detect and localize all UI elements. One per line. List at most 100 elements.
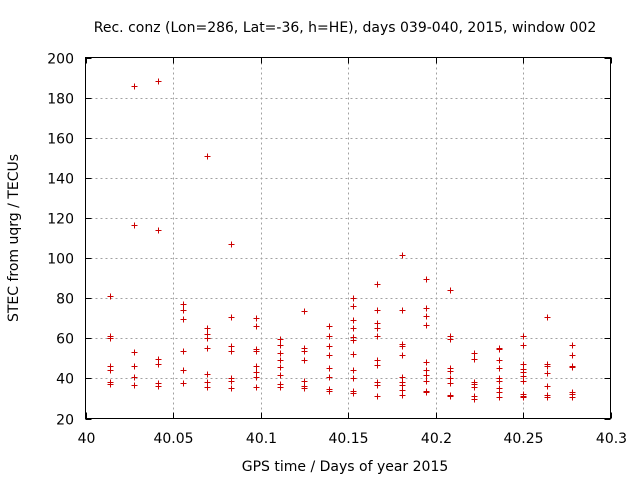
data-point <box>131 349 138 356</box>
data-point <box>155 227 162 234</box>
data-point <box>496 365 503 372</box>
data-point <box>228 348 235 355</box>
data-point <box>496 394 503 401</box>
data-point <box>277 357 284 364</box>
x-tick-label: 40.15 <box>328 431 368 447</box>
data-point <box>301 308 308 315</box>
x-tick-label: 40.05 <box>153 431 193 447</box>
data-point <box>180 316 187 323</box>
data-point <box>447 380 454 387</box>
data-point <box>423 305 430 312</box>
data-point <box>374 325 381 332</box>
data-point <box>350 317 357 324</box>
data-point <box>326 352 333 359</box>
data-point <box>374 362 381 369</box>
x-tick-label: 40 <box>78 431 96 447</box>
plot-frame <box>85 57 611 419</box>
data-point <box>131 363 138 370</box>
chart-title: Rec. conz (Lon=286, Lat=-36, h=HE), days… <box>94 20 596 36</box>
data-point <box>544 370 551 377</box>
data-point <box>544 314 551 321</box>
data-point <box>204 153 211 160</box>
data-point <box>374 307 381 314</box>
data-point <box>350 375 357 382</box>
data-point <box>447 393 454 400</box>
data-point <box>228 314 235 321</box>
data-point <box>471 350 478 357</box>
data-point <box>520 342 527 349</box>
data-point <box>496 357 503 364</box>
axis-ticks <box>85 57 612 420</box>
data-point <box>399 307 406 314</box>
data-point <box>350 351 357 358</box>
data-point <box>520 333 527 340</box>
data-point <box>544 394 551 401</box>
data-point <box>204 384 211 391</box>
data-point <box>253 363 260 370</box>
data-point <box>350 337 357 344</box>
y-tick-labels: 20 40 60 80 100 120 140 160 180 200 <box>47 52 74 429</box>
data-point <box>423 378 430 385</box>
data-point <box>423 322 430 329</box>
data-point <box>544 363 551 370</box>
data-point <box>496 346 503 353</box>
data-point <box>131 382 138 389</box>
data-point <box>350 325 357 332</box>
data-point <box>253 315 260 322</box>
data-point <box>301 348 308 355</box>
data-point <box>326 323 333 330</box>
data-point <box>399 352 406 359</box>
data-point <box>131 83 138 90</box>
data-point <box>374 333 381 340</box>
data-point <box>155 361 162 368</box>
data-point <box>326 374 333 381</box>
data-point <box>107 381 114 388</box>
y-tick-label: 100 <box>47 252 74 268</box>
data-point <box>423 276 430 283</box>
data-point <box>471 384 478 391</box>
data-point <box>374 382 381 389</box>
data-point <box>155 78 162 85</box>
data-point <box>107 367 114 374</box>
data-point <box>471 356 478 363</box>
data-point <box>423 389 430 396</box>
data-point <box>204 325 211 332</box>
data-point <box>253 348 260 355</box>
data-point <box>471 396 478 403</box>
data-point <box>423 313 430 320</box>
data-point <box>180 301 187 308</box>
data-point <box>399 343 406 350</box>
data-point <box>399 392 406 399</box>
x-tick-label: 40.25 <box>503 431 543 447</box>
data-point <box>447 368 454 375</box>
data-point <box>277 364 284 371</box>
data-point <box>326 388 333 395</box>
data-point <box>277 350 284 357</box>
data-point <box>228 385 235 392</box>
data-point <box>544 383 551 390</box>
data-point <box>423 359 430 366</box>
data-point <box>496 378 503 385</box>
y-axis-label: STEC from uqrg / TECUs <box>6 154 22 322</box>
data-point <box>277 372 284 379</box>
data-point <box>301 385 308 392</box>
data-point <box>301 357 308 364</box>
data-point <box>277 336 284 343</box>
x-tick-labels: 40 40.05 40.1 40.15 40.2 40.25 40.3 <box>78 431 628 447</box>
data-point <box>277 342 284 349</box>
data-point <box>204 335 211 342</box>
y-tick-label: 140 <box>47 172 74 188</box>
data-point <box>569 394 576 401</box>
data-point <box>253 323 260 330</box>
data-point <box>326 365 333 372</box>
data-points <box>107 78 576 403</box>
data-point <box>350 367 357 374</box>
data-point <box>326 333 333 340</box>
data-point <box>253 374 260 381</box>
data-point <box>131 222 138 229</box>
data-point <box>228 378 235 385</box>
data-point <box>569 364 576 371</box>
data-point <box>155 383 162 390</box>
grid <box>85 57 611 419</box>
